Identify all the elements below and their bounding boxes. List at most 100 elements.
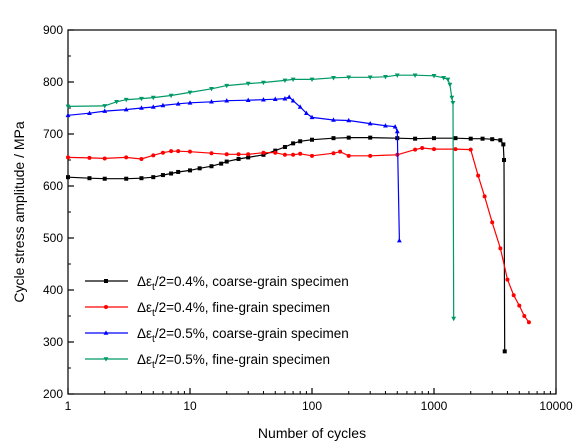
series-1-point (151, 175, 156, 180)
y-axis-title: Cycle stress amplitude / MPa (11, 121, 27, 302)
series-3-point (331, 117, 336, 122)
legend-swatch-marker (103, 330, 109, 335)
series-4-point (261, 80, 266, 86)
series-2-point (338, 149, 343, 154)
series-1-point (346, 135, 351, 140)
legend-swatch-marker (103, 357, 109, 362)
series-2-point (420, 146, 425, 151)
series-3-point (272, 96, 278, 101)
x-tick-label: 100 (302, 399, 322, 413)
series-2-point (246, 152, 251, 157)
y-tick-label: 200 (43, 387, 63, 401)
series-2-point (169, 149, 174, 154)
x-tick-label: 1 (65, 399, 72, 413)
series-1-point (102, 176, 107, 181)
series-3-point (309, 114, 315, 120)
series-1-point (502, 349, 507, 354)
x-axis-title: Number of cycles (258, 425, 366, 441)
series-1-point (224, 159, 229, 164)
series-1-point (282, 145, 287, 149)
series-1-point (490, 137, 495, 142)
series-2-point (209, 151, 214, 156)
series-2-point (517, 303, 522, 308)
series-2-point (282, 152, 287, 157)
series-3-point (396, 238, 402, 243)
series-1-point (124, 176, 129, 181)
y-tick-label: 500 (43, 231, 63, 245)
series-2-point (505, 277, 510, 282)
series-2-point (453, 147, 458, 152)
series-1-point (310, 137, 314, 142)
series-4-point (150, 95, 156, 101)
series-1-point (468, 136, 473, 141)
series-2-point (498, 246, 503, 251)
series-2-point (87, 155, 92, 160)
series-4-point (431, 73, 437, 79)
series-3-point (139, 105, 144, 110)
legend-entry-label: Δεt/2=0.4%, coarse-grain specimen (137, 274, 349, 293)
series-3-point (224, 98, 230, 103)
series-layer (65, 73, 531, 354)
series-4-point (449, 95, 455, 101)
series-1-point (246, 155, 251, 160)
series-2-point (176, 149, 181, 154)
series-1-point (197, 166, 202, 171)
y-tick-label: 600 (43, 179, 63, 193)
series-4-line (67, 74, 455, 319)
series-2-point (298, 151, 303, 156)
series-3-point (187, 100, 193, 105)
series-1-point (413, 136, 418, 141)
series-3-point (346, 117, 352, 123)
series-2-point (224, 152, 229, 157)
series-4-point (65, 104, 71, 110)
series-2-point (346, 153, 351, 158)
series-3-point (150, 104, 156, 109)
y-tick-label: 700 (43, 127, 63, 141)
series-2-point (511, 293, 516, 298)
series-4-point (394, 73, 400, 78)
y-tick-label: 400 (43, 283, 63, 297)
series-2-point (273, 150, 278, 155)
series-2-point (66, 155, 70, 160)
series-1-point (368, 135, 373, 140)
series-1-point (502, 158, 507, 162)
series-3-point (290, 98, 296, 103)
y-tick-label: 800 (43, 75, 63, 89)
series-2-point (432, 147, 436, 152)
series-1-point (298, 139, 303, 144)
series-2-point (102, 156, 107, 161)
series-4-point (187, 90, 193, 95)
legend: Δεt/2=0.4%, coarse-grain specimen Δεt/2=0… (85, 274, 349, 371)
series-2-point (310, 153, 314, 158)
legend-swatch-marker (104, 279, 108, 283)
series-1-point (501, 142, 506, 147)
series-3-point (367, 121, 373, 126)
legend-entry-label: Δεt/2=0.5%, fine-grain specimen (137, 352, 330, 371)
series-1-point (291, 141, 296, 146)
series-3-point (394, 128, 400, 134)
series-4-point (224, 83, 230, 89)
series-3-point (87, 110, 92, 115)
series-2-point (151, 153, 156, 158)
legend-entry-label: Δεt/2=0.4%, fine-grain specimen (137, 300, 330, 319)
series-2-point (261, 150, 266, 155)
series-1-point (453, 136, 458, 141)
series-4-point (282, 78, 288, 84)
series-2-point (476, 173, 481, 178)
series-2-point (139, 156, 144, 161)
series-1-point (261, 152, 266, 157)
series-1-line (67, 137, 506, 352)
series-1-point (188, 168, 192, 173)
y-axis: 200 300 400 500 600 700 800 900 (43, 23, 74, 401)
x-axis: 1 10 100 1000 10000 (65, 388, 573, 413)
series-4-point (451, 316, 457, 322)
series-3-point (65, 112, 71, 118)
series-4-point (114, 99, 119, 105)
y-tick-label: 300 (43, 335, 63, 349)
series-1-point (273, 148, 278, 153)
series-2-point (490, 220, 495, 225)
series-1-point (160, 173, 165, 178)
series-4-point (309, 77, 315, 82)
series-4-point (450, 101, 456, 106)
